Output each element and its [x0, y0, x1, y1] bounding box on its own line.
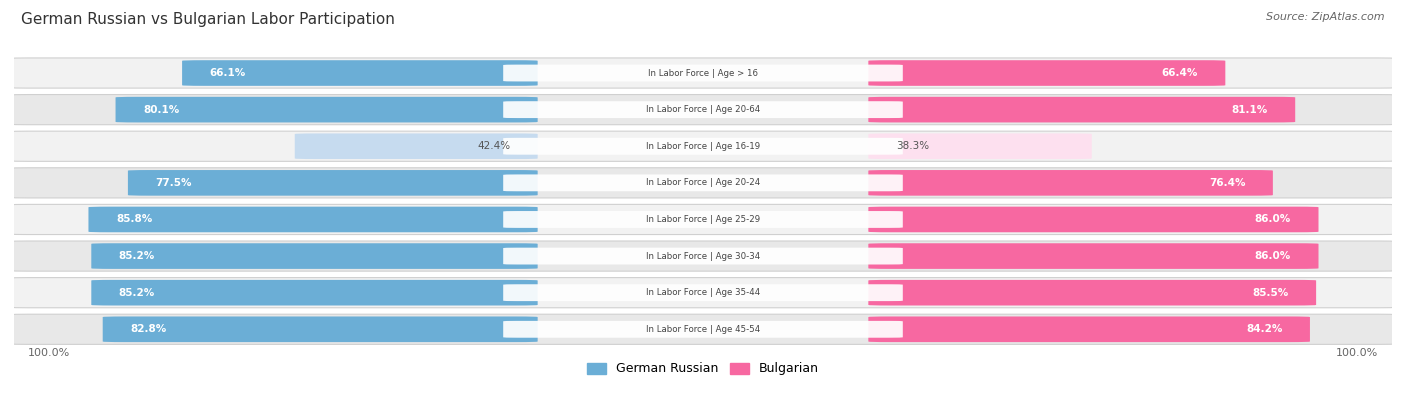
Text: 38.3%: 38.3% — [896, 141, 929, 151]
Text: 81.1%: 81.1% — [1232, 105, 1268, 115]
FancyBboxPatch shape — [11, 131, 1395, 161]
FancyBboxPatch shape — [869, 134, 1091, 159]
FancyBboxPatch shape — [503, 211, 903, 228]
FancyBboxPatch shape — [91, 280, 537, 305]
Text: In Labor Force | Age 20-64: In Labor Force | Age 20-64 — [645, 105, 761, 114]
Text: 85.2%: 85.2% — [120, 251, 155, 261]
Text: 85.5%: 85.5% — [1253, 288, 1288, 298]
Text: 86.0%: 86.0% — [1254, 214, 1291, 224]
FancyBboxPatch shape — [869, 280, 1316, 305]
FancyBboxPatch shape — [11, 94, 1395, 125]
FancyBboxPatch shape — [115, 97, 537, 122]
FancyBboxPatch shape — [869, 60, 1225, 86]
Text: In Labor Force | Age 20-24: In Labor Force | Age 20-24 — [645, 179, 761, 187]
FancyBboxPatch shape — [11, 58, 1395, 88]
FancyBboxPatch shape — [89, 207, 537, 232]
Text: In Labor Force | Age 30-34: In Labor Force | Age 30-34 — [645, 252, 761, 261]
Text: 86.0%: 86.0% — [1254, 251, 1291, 261]
FancyBboxPatch shape — [869, 170, 1272, 196]
FancyBboxPatch shape — [503, 175, 903, 191]
FancyBboxPatch shape — [11, 241, 1395, 271]
FancyBboxPatch shape — [869, 97, 1295, 122]
Text: 100.0%: 100.0% — [1336, 348, 1378, 358]
Text: In Labor Force | Age > 16: In Labor Force | Age > 16 — [648, 68, 758, 77]
FancyBboxPatch shape — [11, 204, 1395, 235]
FancyBboxPatch shape — [295, 134, 537, 159]
FancyBboxPatch shape — [869, 316, 1310, 342]
Text: 100.0%: 100.0% — [28, 348, 70, 358]
Text: 66.1%: 66.1% — [209, 68, 246, 78]
FancyBboxPatch shape — [503, 284, 903, 301]
FancyBboxPatch shape — [503, 321, 903, 338]
FancyBboxPatch shape — [183, 60, 537, 86]
Legend: German Russian, Bulgarian: German Russian, Bulgarian — [582, 357, 824, 380]
Text: In Labor Force | Age 45-54: In Labor Force | Age 45-54 — [645, 325, 761, 334]
Text: 66.4%: 66.4% — [1161, 68, 1198, 78]
Text: 80.1%: 80.1% — [143, 105, 180, 115]
Text: Source: ZipAtlas.com: Source: ZipAtlas.com — [1267, 12, 1385, 22]
Text: 82.8%: 82.8% — [131, 324, 166, 334]
FancyBboxPatch shape — [128, 170, 537, 196]
Text: 42.4%: 42.4% — [477, 141, 510, 151]
Text: In Labor Force | Age 35-44: In Labor Force | Age 35-44 — [645, 288, 761, 297]
Text: 76.4%: 76.4% — [1209, 178, 1246, 188]
FancyBboxPatch shape — [91, 243, 537, 269]
FancyBboxPatch shape — [503, 65, 903, 81]
Text: 85.2%: 85.2% — [120, 288, 155, 298]
FancyBboxPatch shape — [503, 101, 903, 118]
Text: 85.8%: 85.8% — [117, 214, 152, 224]
FancyBboxPatch shape — [503, 248, 903, 265]
FancyBboxPatch shape — [869, 207, 1319, 232]
Text: 77.5%: 77.5% — [156, 178, 193, 188]
FancyBboxPatch shape — [11, 168, 1395, 198]
Text: In Labor Force | Age 16-19: In Labor Force | Age 16-19 — [645, 142, 761, 151]
FancyBboxPatch shape — [11, 278, 1395, 308]
FancyBboxPatch shape — [869, 243, 1319, 269]
FancyBboxPatch shape — [503, 138, 903, 155]
FancyBboxPatch shape — [11, 314, 1395, 344]
Text: 84.2%: 84.2% — [1246, 324, 1282, 334]
FancyBboxPatch shape — [103, 316, 537, 342]
Text: German Russian vs Bulgarian Labor Participation: German Russian vs Bulgarian Labor Partic… — [21, 12, 395, 27]
Text: In Labor Force | Age 25-29: In Labor Force | Age 25-29 — [645, 215, 761, 224]
